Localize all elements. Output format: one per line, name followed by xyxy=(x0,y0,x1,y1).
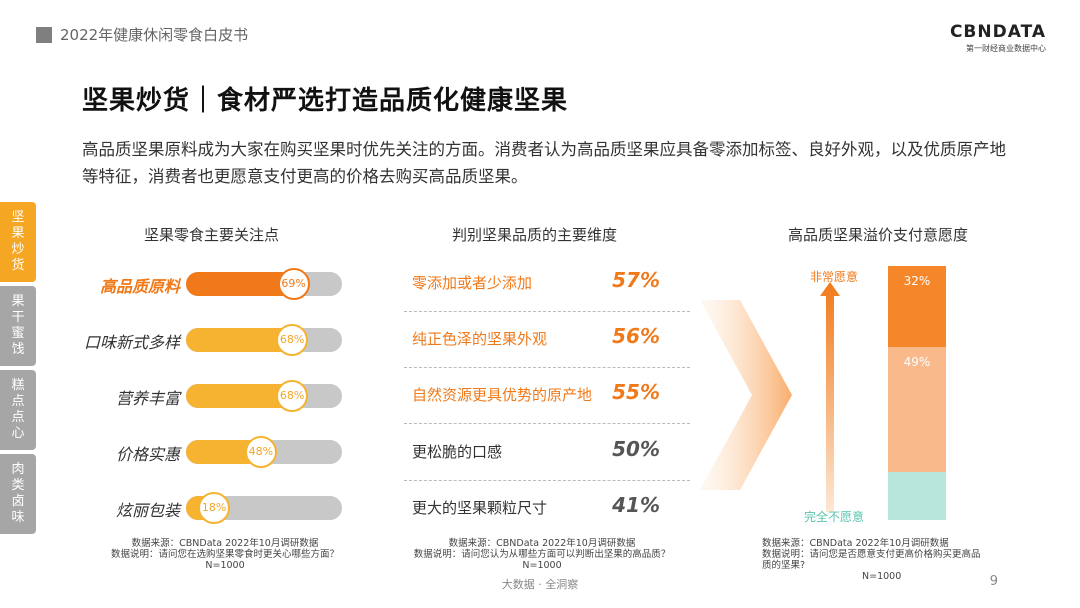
bar-fill xyxy=(186,272,294,296)
side-tab-3[interactable]: 肉 类 卤 味 xyxy=(0,454,36,534)
bar-track: 18% xyxy=(186,492,342,524)
page-number: 9 xyxy=(989,574,998,589)
bar-label: 炫丽包装 xyxy=(115,501,180,520)
axis-bottom-label: 完全不愿意 xyxy=(804,510,865,524)
side-tab-0[interactable]: 坚 果 炒 货 xyxy=(0,202,36,282)
panel1-note-n: N=1000 xyxy=(205,560,245,571)
panel1-note: 数据来源：CBNData 2022年10月调研数据 数据说明：请问您在选购坚果零… xyxy=(90,538,360,571)
dimension-row: 纯正色泽的坚果外观 56% xyxy=(404,312,690,368)
dimension-label: 更松脆的口感 xyxy=(412,443,503,461)
page-description: 高品质坚果原料成为大家在购买坚果时优先关注的方面。消费者认为高品质坚果应具备零添… xyxy=(82,140,1006,186)
dimension-label: 零添加或者少添加 xyxy=(412,274,533,292)
bar-label: 价格实惠 xyxy=(115,445,180,464)
footer-slogan: 大数据 · 全洞察 xyxy=(501,578,579,591)
axis-top-label: 非常愿意 xyxy=(810,270,859,284)
bar-value-label: 68% xyxy=(276,324,309,356)
dimension-row: 零添加或者少添加 57% xyxy=(404,256,690,312)
dimension-row: 自然资源更具优势的原产地 55% xyxy=(404,368,690,424)
stack-segment: 49% xyxy=(888,347,946,472)
panel2-note-desc: 数据说明：请问您认为从哪些方面可以判断出坚果的高品质？ xyxy=(413,549,671,560)
panel1-title: 坚果零食主要关注点 xyxy=(144,226,280,244)
side-tab-label: 糕 点 点 心 xyxy=(11,378,25,441)
bar-row: 口味新式多样 68% xyxy=(80,324,350,356)
panel2-note: 数据来源：CBNData 2022年10月调研数据 数据说明：请问您认为从哪些方… xyxy=(392,538,692,571)
panel2-note-n: N=1000 xyxy=(522,560,562,571)
panel1-note-desc: 数据说明：请问您在选购坚果零食时更关心哪些方面？ xyxy=(110,549,339,560)
stack-segment: 32% xyxy=(888,266,946,348)
bar-fill xyxy=(186,328,293,352)
bar-value-label: 69% xyxy=(277,268,310,300)
side-tab-label: 肉 类 卤 味 xyxy=(11,462,25,525)
stack-segment xyxy=(888,471,946,520)
page-title: 坚果炒货｜食材严选打造品质化健康坚果 xyxy=(82,86,569,116)
bar-track: 68% xyxy=(186,324,342,356)
dimension-row: 更松脆的口感 50% xyxy=(404,425,690,481)
bar-track: 48% xyxy=(186,436,342,468)
panel3-note-n: N=1000 xyxy=(862,571,902,582)
panel3-title: 高品质坚果溢价支付意愿度 xyxy=(788,226,969,244)
cbndata-logo: CBNDATA 第一财经商业数据中心 xyxy=(950,22,1046,54)
bar-label: 高品质原料 xyxy=(99,277,180,296)
logo-tagline: 第一财经商业数据中心 xyxy=(966,44,1046,53)
dimension-value: 41% xyxy=(612,493,660,517)
panel3-note-source: 数据来源：CBNData 2022年10月调研数据 xyxy=(762,538,949,549)
logo-name: CBNDATA xyxy=(949,22,1046,42)
bar-row: 高品质原料 69% xyxy=(80,268,350,300)
dimension-label: 纯正色泽的坚果外观 xyxy=(412,330,548,348)
dimension-value: 50% xyxy=(612,437,660,461)
bar-value-label: 18% xyxy=(198,492,231,524)
panel3-note-desc: 数据说明：请问您是否愿意支付更高价格购买更高品质的坚果? xyxy=(762,549,981,571)
bar-fill xyxy=(186,384,293,408)
side-tab-1[interactable]: 果 干 蜜 饯 xyxy=(0,286,36,366)
panel2-title: 判别坚果品质的主要维度 xyxy=(452,226,618,244)
report-title: 2022年健康休闲零食白皮书 xyxy=(60,26,249,44)
bar-label: 营养丰富 xyxy=(115,389,180,408)
panel3-note: 数据来源：CBNData 2022年10月调研数据 数据说明：请问您是否愿意支付… xyxy=(758,538,988,582)
dimension-label: 自然资源更具优势的原产地 xyxy=(412,386,593,404)
stack-segment-label: 32% xyxy=(903,274,931,288)
stack-segment-label: 49% xyxy=(903,355,931,370)
bar-row: 炫丽包装 18% xyxy=(80,492,350,524)
dimension-label: 更大的坚果颗粒尺寸 xyxy=(412,499,548,517)
willingness-arrow-icon xyxy=(820,282,840,512)
bar-row: 价格实惠 48% xyxy=(80,436,350,468)
side-nav: 坚 果 炒 货果 干 蜜 饯糕 点 点 心肉 类 卤 味 xyxy=(0,202,36,538)
panel2-note-source: 数据来源：CBNData 2022年10月调研数据 xyxy=(448,538,636,549)
side-tab-label: 果 干 蜜 饯 xyxy=(11,294,25,357)
header-marker xyxy=(36,27,52,43)
bar-track: 68% xyxy=(186,380,342,412)
bar-value-label: 48% xyxy=(244,436,277,468)
chevron-arrow-icon xyxy=(700,300,792,490)
bar-row: 营养丰富 68% xyxy=(80,380,350,412)
dimension-value: 57% xyxy=(612,268,660,292)
bar-label: 口味新式多样 xyxy=(83,333,180,352)
dimension-row: 更大的坚果颗粒尺寸 41% xyxy=(404,481,690,537)
dimension-value: 55% xyxy=(612,380,660,404)
dimension-value: 56% xyxy=(612,324,660,348)
bar-track: 69% xyxy=(186,268,342,300)
panel1-note-source: 数据来源：CBNData 2022年10月调研数据 xyxy=(131,538,319,549)
side-tab-label: 坚 果 炒 货 xyxy=(11,210,25,273)
bar-value-label: 68% xyxy=(276,380,309,412)
side-tab-2[interactable]: 糕 点 点 心 xyxy=(0,370,36,450)
